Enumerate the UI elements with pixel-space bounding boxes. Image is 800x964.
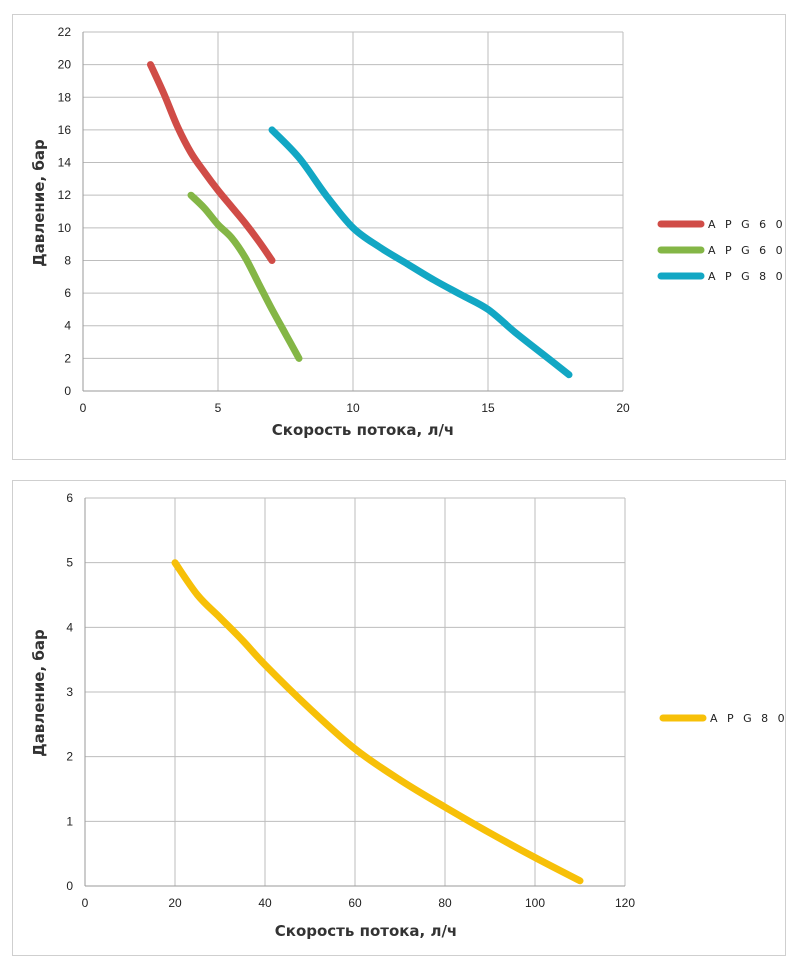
x-tick-label: 10: [346, 401, 360, 415]
y-tick-label: 14: [58, 156, 72, 170]
legend-label: A P G 6 0 0 N: [708, 218, 785, 231]
x-axis-title: Скорость потока, л/ч: [272, 421, 454, 439]
y-tick-label: 18: [58, 90, 72, 104]
series-line-apg600n: [147, 61, 276, 264]
x-tick-label: 5: [215, 401, 222, 415]
legend-item-apg600n: A P G 6 0 0 N: [657, 218, 785, 231]
legend-1: A P G 6 0 0 N A P G 6 0 3 N A P G 8 0 0 N: [657, 218, 785, 283]
chart-panel-1: 0 2 4 6 8 10 12 14 16 18 20 22 0 5 10 15 20 Скорость пот…: [12, 14, 786, 460]
y-tick-label: 0: [66, 879, 73, 893]
x-tick-label: 120: [615, 896, 635, 910]
y-tick-label: 6: [66, 491, 73, 505]
y-tick-label: 4: [66, 620, 73, 634]
legend-item-apg803n: A P G 8 0 3 N: [659, 712, 785, 725]
series-line-apg603n: [187, 191, 303, 362]
y-tick-label: 20: [58, 58, 72, 72]
grid-2: [84, 497, 626, 887]
x-tick-label: 80: [438, 896, 452, 910]
x-axis-title: Скорость потока, л/ч: [275, 922, 457, 940]
y-tick-label: 4: [64, 319, 71, 333]
chart-panel-2: 0 1 2 3 4 5 6 0 20 40 60 80 100 120 Скорость потока, …: [12, 480, 786, 956]
legend-item-apg603n: A P G 6 0 3 N: [657, 244, 785, 257]
pressure-flow-chart-1: 0 2 4 6 8 10 12 14 16 18 20 22 0 5 10 15 20 Скорость пот…: [30, 25, 785, 439]
y-tick-label: 5: [66, 556, 73, 570]
x-tick-label: 15: [481, 401, 495, 415]
y-tick-label: 22: [58, 25, 72, 39]
x-tick-label: 0: [80, 401, 87, 415]
ticks-1: 0 2 4 6 8 10 12 14 16 18 20 22 0 5 10 15 20: [58, 25, 630, 415]
y-tick-label: 6: [64, 286, 71, 300]
y-tick-label: 3: [66, 685, 73, 699]
y-tick-label: 0: [64, 384, 71, 398]
y-tick-label: 2: [66, 750, 73, 764]
legend-2: A P G 8 0 3 N: [659, 712, 785, 725]
y-tick-label: 16: [58, 123, 72, 137]
y-axis-title: Давление, бар: [30, 139, 48, 267]
y-axis-title: Давление, бар: [30, 629, 48, 757]
legend-item-apg800n: A P G 8 0 0 N: [657, 270, 785, 283]
series-2: [171, 559, 584, 885]
x-tick-label: 60: [348, 896, 362, 910]
legend-label: A P G 6 0 3 N: [708, 244, 785, 257]
x-tick-label: 40: [258, 896, 272, 910]
y-tick-label: 8: [64, 253, 71, 267]
y-tick-label: 1: [66, 814, 73, 828]
y-tick-label: 2: [64, 351, 71, 365]
x-tick-label: 20: [616, 401, 630, 415]
y-tick-label: 12: [58, 188, 72, 202]
x-tick-label: 0: [82, 896, 89, 910]
y-tick-label: 10: [58, 221, 72, 235]
series-1: [147, 61, 573, 379]
series-line-apg803n: [171, 559, 584, 885]
legend-label: A P G 8 0 0 N: [708, 270, 785, 283]
series-line-apg800n: [268, 126, 573, 379]
legend-label: A P G 8 0 3 N: [710, 712, 785, 725]
x-tick-label: 20: [168, 896, 182, 910]
x-tick-label: 100: [525, 896, 545, 910]
